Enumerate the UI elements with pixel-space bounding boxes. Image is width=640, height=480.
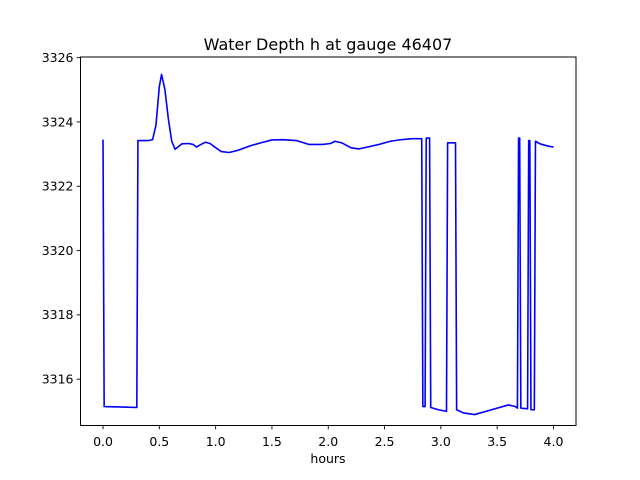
y-tick-label: 3322 (42, 179, 74, 194)
x-tick-label: 3.0 (431, 434, 451, 449)
x-tick-label: 4.0 (544, 434, 564, 449)
y-tick-label: 3316 (42, 371, 74, 386)
chart-title: Water Depth h at gauge 46407 (204, 35, 453, 54)
x-tick-label: 1.5 (262, 434, 282, 449)
x-tick-label: 0.5 (149, 434, 169, 449)
x-tick-label: 2.5 (375, 434, 395, 449)
y-tick-label: 3326 (42, 50, 74, 65)
x-axis-ticks: 0.0 0.5 1.0 1.5 2.0 2.5 3.0 3.5 4.0 (93, 425, 564, 449)
x-tick-label: 3.5 (487, 434, 507, 449)
y-axis-ticks: 3316 3318 3320 3322 3324 3326 (42, 50, 81, 386)
x-tick-label: 1.0 (206, 434, 226, 449)
x-axis-label: hours (310, 451, 345, 466)
x-tick-label: 0.0 (93, 434, 113, 449)
y-tick-label: 3324 (42, 114, 74, 129)
y-tick-label: 3320 (42, 243, 74, 258)
plot-area (80, 56, 577, 426)
y-tick-label: 3318 (42, 307, 74, 322)
x-tick-label: 2.0 (318, 434, 338, 449)
water-depth-line (102, 73, 554, 416)
